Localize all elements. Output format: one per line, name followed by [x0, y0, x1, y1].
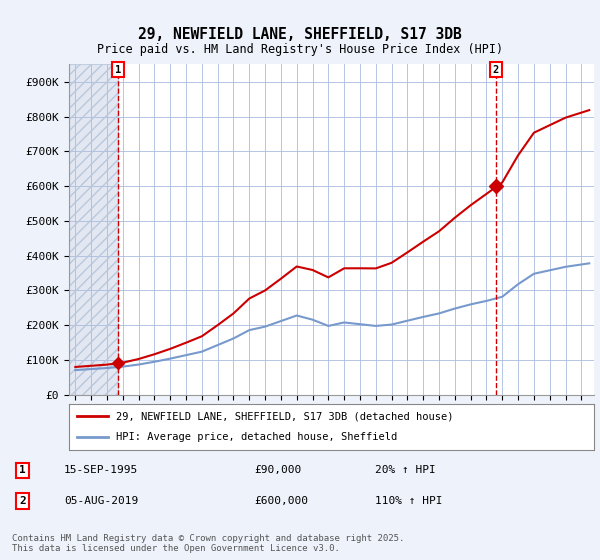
- Text: Contains HM Land Registry data © Crown copyright and database right 2025.
This d: Contains HM Land Registry data © Crown c…: [12, 534, 404, 553]
- Text: £90,000: £90,000: [254, 465, 301, 475]
- Text: 2: 2: [493, 64, 499, 74]
- Text: 1: 1: [115, 64, 121, 74]
- Text: 2: 2: [19, 496, 26, 506]
- Text: Price paid vs. HM Land Registry's House Price Index (HPI): Price paid vs. HM Land Registry's House …: [97, 43, 503, 55]
- Text: 20% ↑ HPI: 20% ↑ HPI: [375, 465, 436, 475]
- Text: 05-AUG-2019: 05-AUG-2019: [64, 496, 138, 506]
- Text: 29, NEWFIELD LANE, SHEFFIELD, S17 3DB (detached house): 29, NEWFIELD LANE, SHEFFIELD, S17 3DB (d…: [116, 411, 454, 421]
- Text: £600,000: £600,000: [254, 496, 308, 506]
- Text: 29, NEWFIELD LANE, SHEFFIELD, S17 3DB: 29, NEWFIELD LANE, SHEFFIELD, S17 3DB: [138, 27, 462, 42]
- Text: HPI: Average price, detached house, Sheffield: HPI: Average price, detached house, Shef…: [116, 432, 398, 442]
- Text: 110% ↑ HPI: 110% ↑ HPI: [375, 496, 442, 506]
- Text: 1: 1: [19, 465, 26, 475]
- Text: 15-SEP-1995: 15-SEP-1995: [64, 465, 138, 475]
